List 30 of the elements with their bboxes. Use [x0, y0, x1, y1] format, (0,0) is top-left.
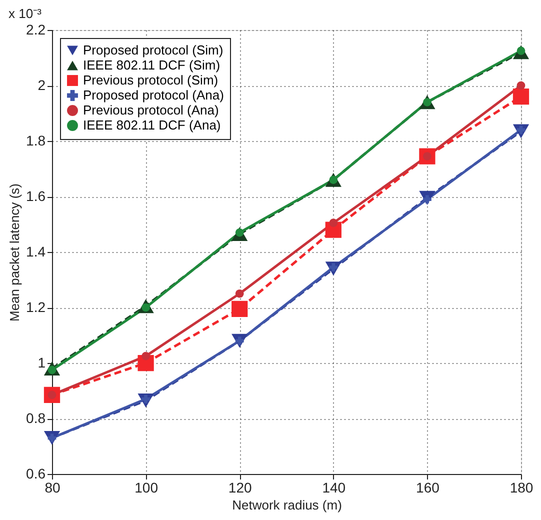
point	[516, 81, 526, 90]
y-tick-label: 0.8	[26, 410, 46, 426]
x-axis-title: Network radius (m)	[232, 498, 342, 512]
y-tick-label: 1.2	[26, 299, 46, 315]
legend-label: Proposed protocol (Sim)	[83, 42, 224, 58]
y-tick-label: 2	[38, 77, 46, 93]
x-tick-label: 120	[228, 480, 252, 496]
legend-label: Previous protocol (Ana)	[83, 102, 219, 118]
point	[142, 352, 150, 360]
legend-label: IEEE 802.11 DCF (Sim)	[83, 58, 220, 72]
y-tick-label: 1.8	[26, 132, 46, 148]
x-tick-label: 160	[416, 480, 440, 496]
legend-label: Previous protocol (Sim)	[83, 72, 218, 88]
y-tick-label: 0.6	[26, 466, 46, 482]
x-tick-label: 80	[44, 480, 60, 496]
x-tick-label: 180	[510, 480, 534, 496]
point	[235, 289, 244, 298]
x-tick-label: 100	[134, 480, 158, 496]
y-tick-label: 2.2	[26, 22, 46, 38]
y-tick-label: 1.4	[26, 244, 46, 260]
legend-label: Proposed protocol (Ana)	[83, 88, 224, 102]
point	[512, 88, 530, 105]
point	[329, 218, 338, 228]
legend-label: IEEE 802.11 DCF (Ana)	[83, 118, 221, 132]
x-tick-label: 140	[322, 480, 346, 496]
text: x 10⁻³	[8, 6, 42, 21]
y-tick-label: 1.6	[26, 188, 46, 204]
y-tick-label: 1	[38, 354, 46, 370]
point	[232, 300, 248, 317]
y-axis-title: Mean packet latency (s)	[7, 183, 22, 322]
